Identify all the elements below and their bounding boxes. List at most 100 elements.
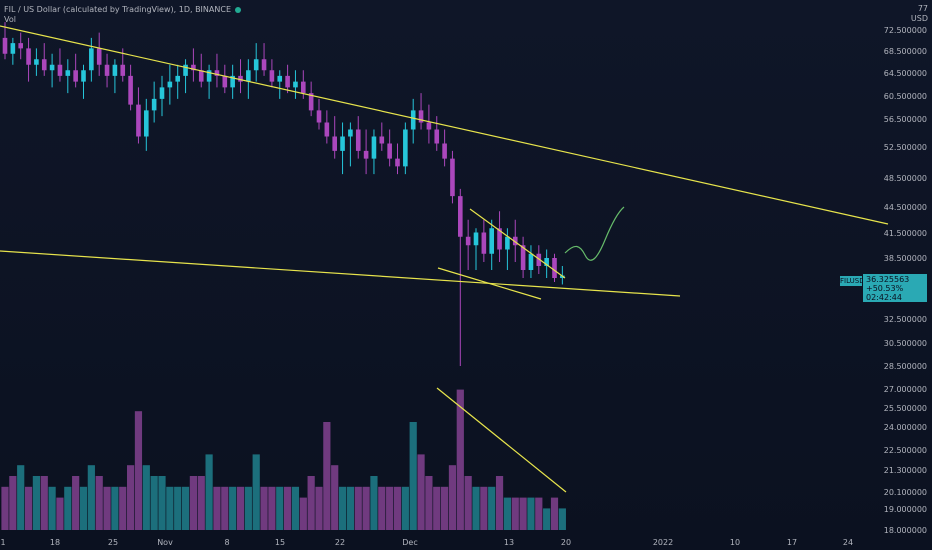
volume-bar <box>24 486 33 530</box>
candle-body <box>198 70 204 82</box>
volume-bar <box>535 497 543 530</box>
y-tick-label: 41.500000 <box>884 229 927 238</box>
candle-body <box>458 196 463 237</box>
volume-bar <box>550 497 559 530</box>
volume-bar <box>213 486 221 530</box>
x-tick-label: 13 <box>504 538 514 547</box>
candle-body <box>34 59 39 65</box>
trendlines <box>0 25 889 493</box>
y-tick-label: 32.500000 <box>884 315 927 324</box>
volume-bar <box>480 486 488 530</box>
candle-body <box>371 136 377 159</box>
candle-body <box>238 75 243 82</box>
volume-bar <box>543 508 551 530</box>
x-tick-label: 25 <box>108 538 118 547</box>
candle-body <box>96 48 102 65</box>
volume-bar <box>197 476 205 530</box>
volume-bar <box>103 486 111 530</box>
candle-body <box>442 143 447 159</box>
volume-bar <box>558 508 566 530</box>
y-tick-label: 68.500000 <box>884 47 927 56</box>
scale-top[interactable]: 77 USD <box>911 4 928 24</box>
candle-body <box>505 236 510 250</box>
volume-bar <box>472 486 480 530</box>
candles <box>2 22 565 366</box>
volume-bar <box>425 476 433 530</box>
x-tick-label: 1 <box>0 538 5 547</box>
candle-body <box>473 232 479 246</box>
volume-bars <box>1 389 566 530</box>
volume-bar <box>181 486 190 530</box>
y-tick-label: 21.300000 <box>884 466 927 475</box>
volume-bar <box>48 486 56 530</box>
y-tick-label: 24.000000 <box>884 423 927 432</box>
candle-body <box>536 253 542 266</box>
x-tick-label: 2022 <box>653 538 673 547</box>
y-tick-label: 72.500000 <box>884 26 927 35</box>
trendline <box>469 208 566 279</box>
volume-bar <box>119 486 127 530</box>
candle-body <box>403 129 408 167</box>
candle-body <box>512 236 518 246</box>
volume-bar <box>323 422 331 530</box>
candle-body <box>49 64 55 71</box>
volume-bar <box>166 486 174 530</box>
volume-bar <box>354 486 362 530</box>
volume-bar <box>378 486 386 530</box>
currency-label[interactable]: USD <box>910 14 928 23</box>
candle-body <box>387 143 392 159</box>
volume-bar <box>236 486 245 530</box>
volume-bar <box>40 476 48 530</box>
volume-bar <box>87 465 95 530</box>
volume-bar <box>315 486 323 530</box>
candle-body <box>410 110 416 130</box>
volume-bar <box>142 465 150 530</box>
top-price-label: 77 <box>917 4 928 13</box>
candle-body <box>246 70 251 82</box>
volume-bar <box>111 486 119 530</box>
y-tick-label: 20.100000 <box>884 488 927 497</box>
candle-body <box>426 122 432 130</box>
candle-body <box>340 136 345 151</box>
x-tick-label: 10 <box>730 538 740 547</box>
candle-body <box>489 228 494 254</box>
candle-body <box>206 70 212 82</box>
x-tick-label: 15 <box>275 538 285 547</box>
volume-bar <box>158 476 166 530</box>
candle-body <box>348 129 353 137</box>
candle-body <box>230 75 235 88</box>
candle-body <box>308 93 314 111</box>
volume-legend: Vol <box>4 15 16 24</box>
candle-body <box>544 258 549 266</box>
candle-body <box>379 136 385 144</box>
volume-bar <box>268 486 276 530</box>
candle-body <box>128 75 133 105</box>
volume-bar <box>17 465 25 530</box>
candle-body <box>497 228 502 250</box>
volume-bar <box>205 454 213 530</box>
volume-bar <box>409 422 417 530</box>
volume-bar <box>221 486 229 530</box>
candle-body <box>285 75 290 88</box>
volume-bar <box>229 486 237 530</box>
candle-body <box>481 232 487 254</box>
y-tick-label: 22.500000 <box>884 446 927 455</box>
candle-body <box>18 43 23 49</box>
x-tick-label: 22 <box>335 538 345 547</box>
volume-bar <box>79 486 88 530</box>
volume-bar <box>386 486 394 530</box>
time-axis[interactable]: 1 18 25 Nov 8 15 22 Dec 13 20 2022 10 17 24 <box>0 538 853 547</box>
volume-bar <box>346 486 354 530</box>
volume-bar <box>291 486 300 530</box>
last-price: 36.325563 <box>866 275 910 284</box>
trendline <box>436 387 567 493</box>
candle-body <box>191 64 196 71</box>
volume-bar <box>9 476 17 530</box>
volume-bar <box>417 454 425 530</box>
y-tick-label: 19.000000 <box>884 505 927 514</box>
chart-header: FIL / US Dollar (calculated by TradingVi… <box>4 5 241 14</box>
candle-body <box>552 258 557 278</box>
candle-body <box>2 37 8 54</box>
candle-body <box>10 43 16 54</box>
